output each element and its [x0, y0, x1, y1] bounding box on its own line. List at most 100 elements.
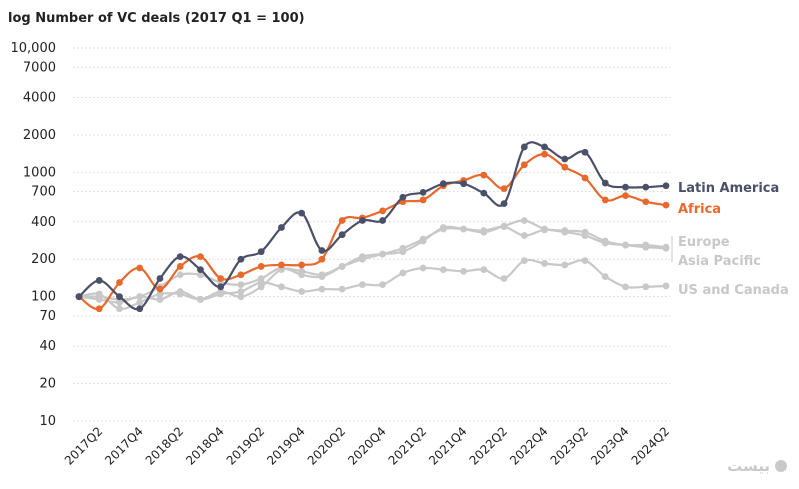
data-point [338, 231, 346, 239]
y-tick-label: 40 [39, 339, 56, 354]
x-tick-label: 2017Q4 [102, 424, 146, 468]
data-point [439, 224, 447, 231]
data-point [75, 293, 83, 301]
data-point [318, 247, 326, 254]
x-axis: 2017Q22017Q42018Q22018Q42019Q22019Q42020… [62, 424, 672, 468]
watermark: بیست [727, 457, 787, 475]
data-point [581, 257, 589, 265]
data-point [278, 283, 285, 291]
data-point [622, 183, 629, 191]
data-point [217, 288, 225, 295]
data-point [662, 282, 670, 290]
series-label: Europe [678, 235, 730, 250]
data-point [136, 293, 144, 301]
data-point [237, 255, 245, 263]
data-point [95, 293, 103, 301]
data-point [338, 285, 346, 293]
data-point [561, 261, 569, 269]
data-point [500, 200, 508, 208]
data-point [520, 161, 528, 169]
data-point [298, 261, 306, 269]
data-point [176, 271, 184, 279]
x-tick-label: 2024Q2 [629, 424, 673, 468]
x-tick-label: 2018Q2 [143, 424, 187, 468]
y-tick-label: 1000 [23, 165, 56, 180]
data-point [116, 305, 123, 313]
data-point [642, 183, 650, 191]
data-point [257, 263, 265, 270]
data-point [379, 217, 387, 224]
data-point [298, 209, 306, 217]
series-labels: Latin America Africa Europe Asia Pacific US … [671, 181, 789, 298]
data-point [176, 263, 184, 270]
data-point [622, 192, 629, 199]
y-tick-label: 400 [31, 215, 56, 230]
x-tick-label: 2020Q4 [345, 424, 389, 468]
data-point [156, 296, 164, 303]
data-point [298, 271, 306, 279]
data-point [642, 198, 650, 206]
x-tick-label: 2018Q4 [183, 424, 227, 468]
data-point [601, 273, 609, 281]
data-point [278, 224, 285, 231]
data-point [581, 148, 589, 156]
x-tick-label: 2019Q2 [224, 424, 268, 468]
watermark-text: بیست [727, 457, 770, 475]
data-point [601, 237, 609, 245]
data-point [358, 281, 366, 289]
data-point [662, 243, 670, 251]
data-point [460, 225, 467, 233]
data-point [338, 217, 346, 224]
data-point [318, 285, 326, 293]
data-point [439, 180, 447, 188]
data-point [318, 255, 326, 263]
data-point [358, 217, 366, 224]
data-point [581, 228, 589, 236]
data-point [197, 253, 204, 261]
data-point [399, 269, 407, 277]
data-point [257, 275, 265, 282]
data-point [217, 283, 225, 291]
data-point [439, 266, 447, 274]
data-point [156, 275, 164, 282]
data-point [662, 201, 670, 209]
data-point [561, 227, 569, 234]
series-africa [75, 150, 670, 313]
y-tick-label: 700 [31, 185, 56, 200]
data-point [298, 288, 306, 295]
data-point [541, 260, 548, 267]
data-point [197, 296, 204, 303]
data-point [257, 283, 265, 291]
x-tick-label: 2020Q2 [305, 424, 349, 468]
y-tick-label: 7000 [23, 60, 56, 75]
grid-layer [73, 47, 670, 422]
x-tick-label: 2019Q4 [264, 424, 308, 468]
series-label: Asia Pacific [678, 254, 761, 269]
series-label: US and Canada [678, 283, 789, 298]
data-point [358, 253, 366, 261]
data-point [642, 283, 650, 291]
data-point [541, 143, 548, 151]
data-point [116, 293, 123, 301]
series-label: Latin America [678, 181, 779, 196]
data-point [237, 281, 245, 289]
data-point [520, 232, 528, 239]
data-point [399, 248, 407, 256]
data-point [95, 277, 103, 284]
chart-title: log Number of VC deals (2017 Q1 = 100) [8, 11, 305, 26]
y-axis: 10 20 40 70 100 200 400 700 1000 2000 4000 7000 10,0… [11, 41, 57, 429]
data-point [419, 264, 427, 272]
data-point [176, 290, 184, 298]
x-tick-label: 2023Q2 [548, 424, 592, 468]
data-point [116, 279, 123, 286]
data-point [379, 207, 387, 215]
series-latin-america [75, 141, 670, 313]
data-point [520, 217, 528, 224]
data-point [561, 155, 569, 163]
data-point [541, 225, 548, 233]
series-us-and-canada [75, 257, 670, 306]
data-point [95, 305, 103, 313]
data-point [480, 266, 488, 274]
y-tick-label: 2000 [23, 128, 56, 143]
data-point [642, 241, 650, 249]
